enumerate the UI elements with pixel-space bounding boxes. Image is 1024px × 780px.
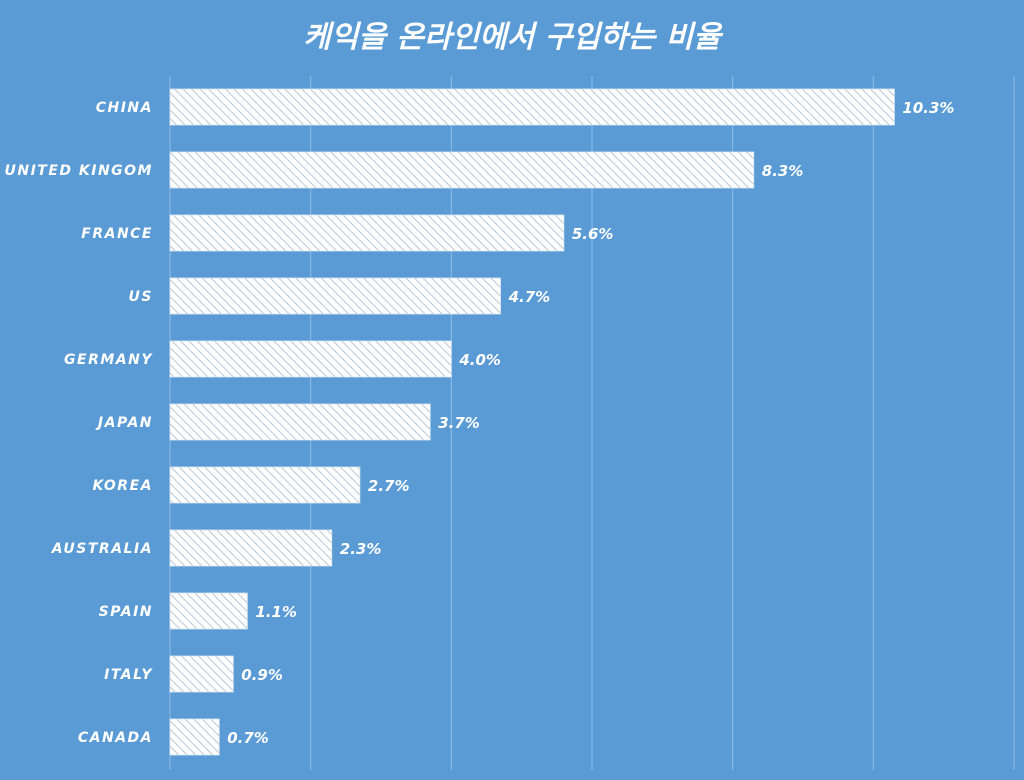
data-label: 4.7% [508, 288, 551, 306]
data-label: 8.3% [762, 162, 804, 180]
data-label: 3.7% [438, 414, 480, 432]
data-label: 0.7% [227, 729, 269, 747]
chart-title: 케익을 온라인에서 구입하는 비율 [303, 20, 724, 55]
bar[interactable] [169, 88, 895, 126]
category-label: AUSTRALIA [51, 541, 153, 557]
bar[interactable] [169, 403, 431, 441]
bar[interactable] [169, 655, 234, 693]
category-label: CANADA [78, 730, 153, 746]
bar[interactable] [169, 340, 452, 378]
bar[interactable] [169, 214, 565, 252]
category-label: UNITED KINGOM [4, 163, 153, 179]
data-label: 1.1% [255, 603, 297, 621]
bar[interactable] [169, 277, 501, 315]
bar[interactable] [169, 718, 220, 756]
data-label: 5.6% [572, 225, 614, 243]
category-label: KOREA [92, 478, 153, 494]
gridlines [169, 76, 1015, 770]
bar[interactable] [169, 466, 361, 504]
data-label: 0.9% [241, 666, 283, 684]
category-label: FRANCE [81, 226, 153, 242]
category-label: US [129, 289, 153, 305]
bar[interactable] [169, 151, 755, 189]
data-label: 10.3% [902, 99, 954, 117]
bar[interactable] [169, 529, 333, 567]
category-label: JAPAN [95, 415, 153, 431]
data-label: 4.0% [458, 351, 501, 369]
data-label: 2.3% [340, 540, 382, 558]
category-label: CHINA [96, 100, 153, 116]
bars: CHINA 10.3% UNITED KINGOM 8.3% FRANCE 5.6% US 4… [4, 88, 954, 756]
data-label: 2.7% [368, 477, 410, 495]
bar[interactable] [169, 592, 248, 630]
category-label: SPAIN [99, 604, 153, 620]
category-label: ITALY [104, 667, 153, 683]
category-label: GERMANY [64, 352, 153, 368]
